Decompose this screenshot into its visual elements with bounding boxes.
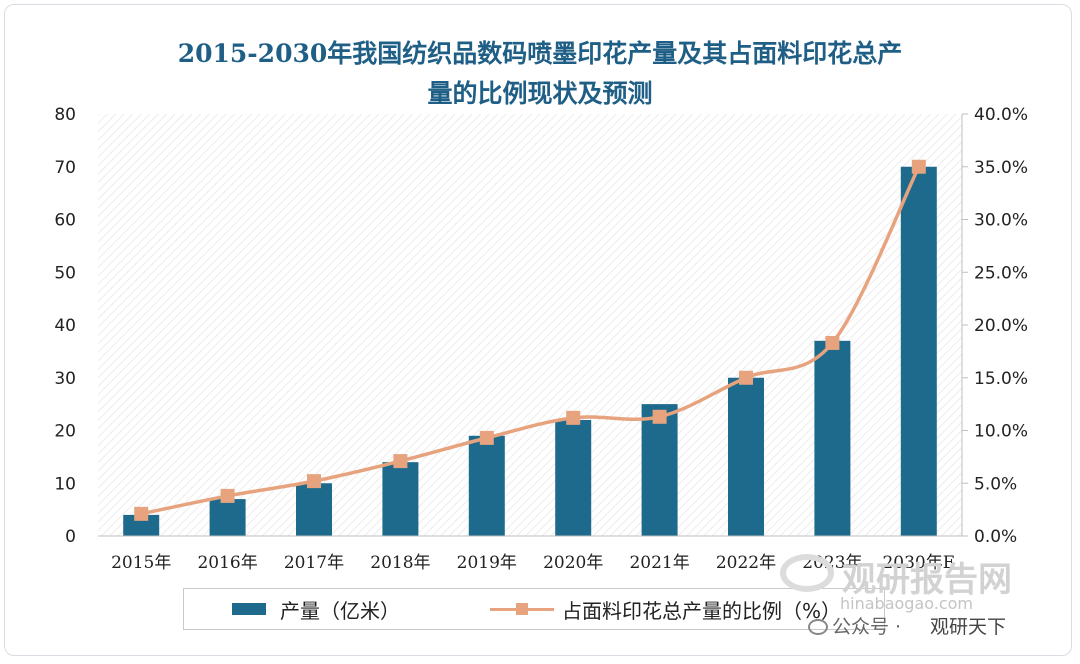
x-tick-6: 2021年: [629, 553, 689, 573]
y-right-tick-7: 35.0%: [974, 158, 1028, 178]
y-left-tick-2: 20: [54, 422, 76, 442]
x-tick-7: 2022年: [716, 553, 776, 573]
ratio-point-4: [479, 430, 494, 445]
ratio-point-2: [307, 474, 321, 489]
ratio-point-3: [393, 454, 408, 469]
y-left-tick-1: 10: [54, 474, 76, 494]
y-left-tick-5: 50: [54, 263, 76, 283]
ratio-line: [140, 165, 921, 516]
ratio-point-7: [739, 370, 753, 385]
legend-item-bar: 产量（亿米）: [184, 595, 400, 624]
legend-label-bar: 产量（亿米）: [280, 598, 400, 623]
y-left-tick-3: 30: [54, 369, 76, 389]
ratio-point-9: [911, 159, 926, 174]
legend-label-line: 占面料印花总产量的比例（%）: [562, 598, 842, 623]
y-left-tick-6: 60: [54, 211, 76, 231]
bar-9: [900, 166, 937, 536]
y-left-tick-4: 40: [54, 316, 76, 336]
bar-1: [209, 499, 246, 536]
y-right-tick-6: 30.0%: [974, 211, 1028, 231]
chart-title-line-2: 量的比例现状及预测: [427, 79, 653, 108]
chart-title: 2015-2030年我国纺织品数码喷墨印花产量及其占面料印花总产 量的比例现状及…: [0, 34, 1080, 114]
x-tick-4: 2019年: [457, 553, 517, 573]
y-right-tick-3: 15.0%: [974, 369, 1028, 389]
chart-legend: 产量（亿米） 占面料印花总产量的比例（%）: [183, 588, 885, 630]
x-tick-3: 2018年: [370, 553, 430, 573]
x-tick-2: 2017年: [284, 553, 344, 573]
bar-5: [555, 419, 592, 536]
x-tick-5: 2020年: [543, 553, 603, 573]
bar-7: [728, 377, 764, 536]
ratio-point-6: [652, 409, 667, 424]
ratio-point-0: [134, 506, 149, 521]
x-tick-8: 2023年: [802, 553, 862, 573]
y-left-tick-0: 0: [65, 527, 76, 547]
y-left-tick-8: 80: [54, 105, 76, 125]
chart-title-line-1: 2015-2030年我国纺织品数码喷墨印花产量及其占面料印花总产: [177, 39, 903, 68]
bar-3: [382, 462, 419, 536]
x-tick-9: 2030年E: [882, 553, 955, 573]
y-right-tick-8: 40.0%: [974, 105, 1028, 125]
y-right-tick-0: 0.0%: [974, 527, 1017, 547]
y-right-tick-4: 20.0%: [974, 316, 1028, 336]
bar-0: [123, 514, 160, 536]
ratio-point-1: [220, 488, 235, 503]
bar-6: [641, 404, 678, 536]
y-right-tick-1: 5.0%: [974, 474, 1017, 494]
legend-item-line: 占面料印花总产量的比例（%）: [400, 595, 841, 624]
legend-swatch-line: [490, 603, 554, 615]
bar-4: [468, 435, 505, 536]
y-right-tick-5: 25.0%: [974, 263, 1028, 283]
y-right-tick-2: 10.0%: [974, 422, 1028, 442]
bar-2: [296, 483, 332, 536]
legend-swatch-bar: [232, 603, 266, 615]
x-tick-0: 2015年: [111, 553, 171, 573]
ratio-point-5: [566, 410, 581, 425]
x-tick-1: 2016年: [197, 553, 257, 573]
bar-8: [814, 340, 851, 536]
y-left-tick-7: 70: [54, 158, 76, 178]
ratio-point-8: [825, 335, 840, 350]
